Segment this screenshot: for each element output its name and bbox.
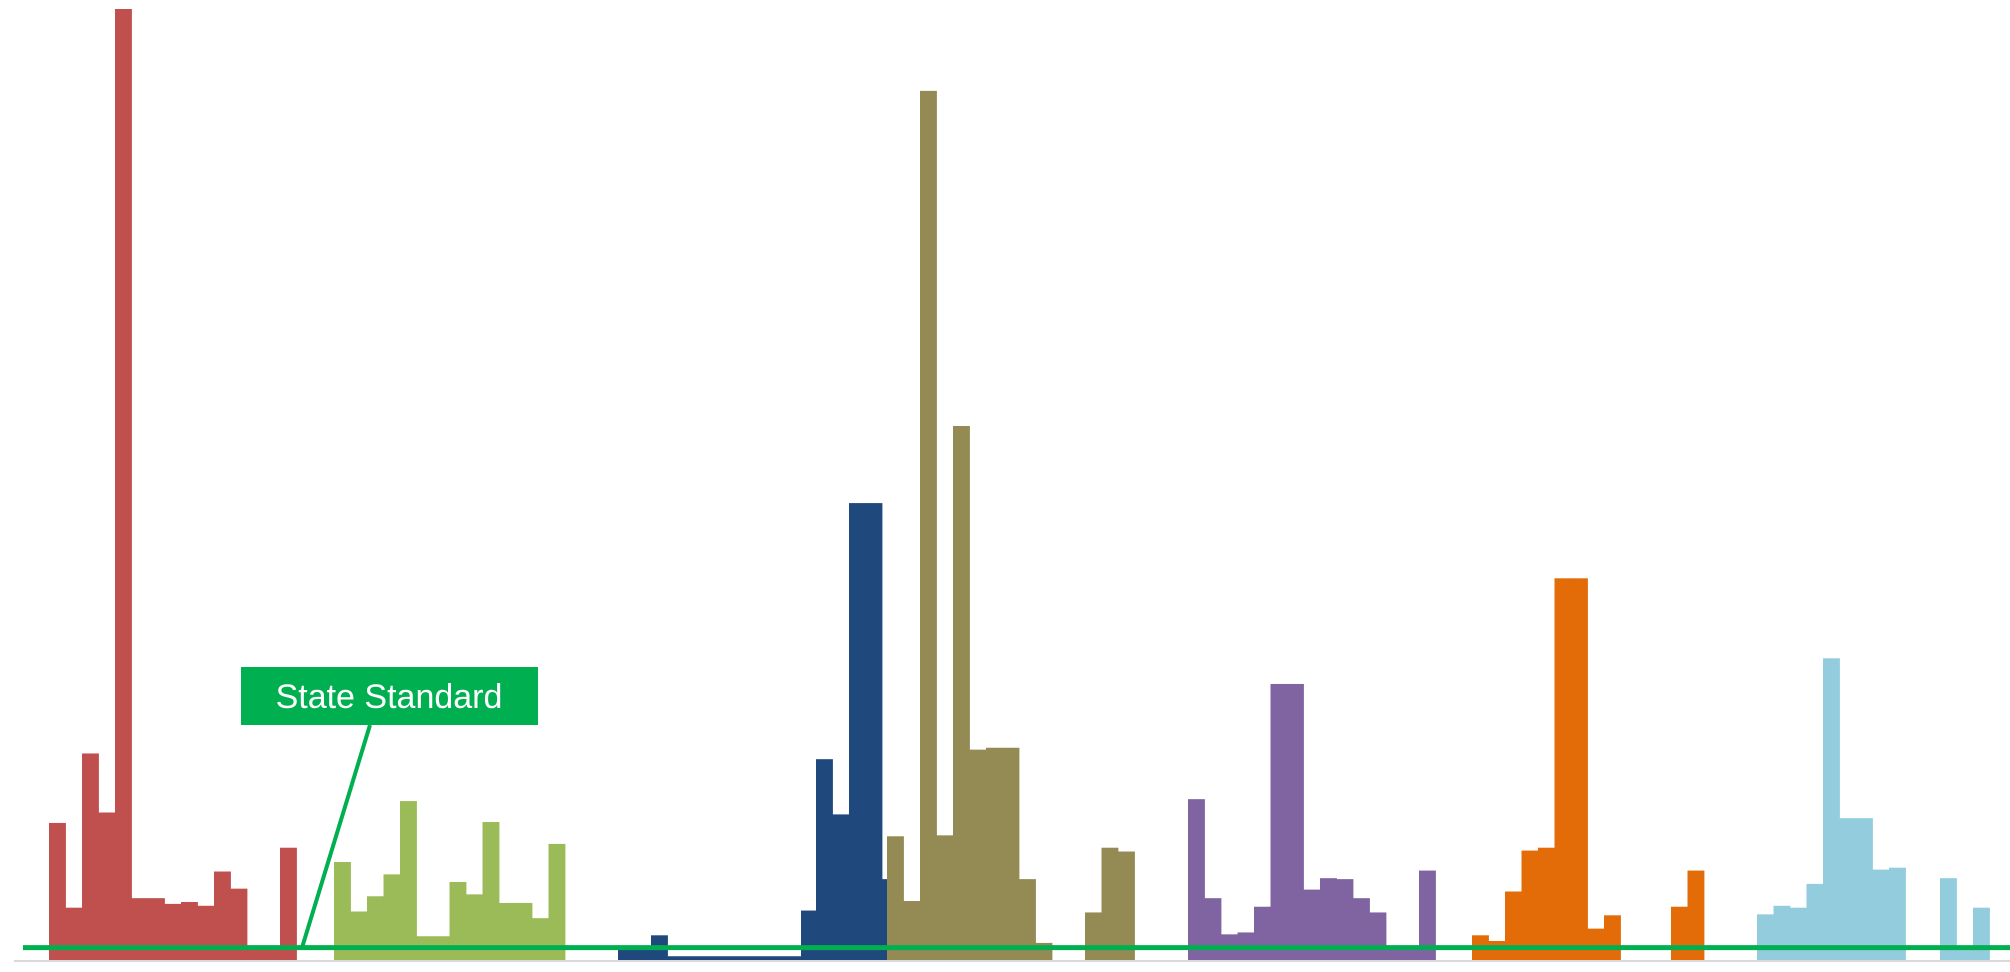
- bars-layer: [49, 9, 1990, 961]
- bar: [1973, 907, 1990, 961]
- bar: [197, 905, 215, 961]
- bar: [1839, 818, 1857, 961]
- bar: [1188, 799, 1205, 961]
- bar: [247, 946, 264, 961]
- bar: [1856, 818, 1873, 961]
- bar: [936, 835, 954, 961]
- bar: [1940, 878, 1957, 961]
- bar: [98, 812, 116, 961]
- bar: [1806, 883, 1824, 961]
- bar: [280, 847, 297, 961]
- bar: [1002, 747, 1020, 961]
- bar: [1019, 879, 1036, 961]
- bar: [1571, 578, 1588, 961]
- bar: [1773, 905, 1791, 961]
- bar: [969, 749, 987, 961]
- bar: [1402, 949, 1420, 961]
- bar: [817, 956, 835, 961]
- bar: [400, 801, 417, 961]
- bar: [1538, 847, 1555, 961]
- bar: [1604, 915, 1621, 961]
- bar: [49, 822, 66, 961]
- bar: [1889, 867, 1906, 961]
- bar: [1419, 870, 1436, 961]
- bar: [230, 888, 248, 961]
- bar: [1671, 906, 1688, 961]
- bar: [383, 874, 401, 961]
- bar: [834, 849, 851, 961]
- bar: [733, 956, 751, 961]
- bar: [865, 503, 883, 961]
- bar: [816, 759, 833, 961]
- bar: [1587, 928, 1605, 961]
- bar: [1505, 891, 1522, 961]
- bar: [1336, 879, 1354, 961]
- state-standard-label-box: [241, 667, 538, 725]
- bar: [1488, 941, 1506, 961]
- bar: [214, 871, 231, 961]
- bar: [1353, 898, 1370, 961]
- bar: [1521, 850, 1539, 961]
- state-standard-label: State Standard: [276, 678, 503, 716]
- bar: [1320, 878, 1337, 961]
- bar: [849, 503, 866, 961]
- bar: [1872, 869, 1890, 961]
- bar: [1085, 912, 1102, 961]
- bar: [1303, 889, 1321, 961]
- bar: [801, 910, 818, 961]
- bar: [1956, 946, 1974, 961]
- bar: [1101, 847, 1119, 961]
- bar: [515, 902, 533, 961]
- bar: [766, 956, 784, 961]
- bar: [499, 902, 516, 961]
- bar: [65, 907, 83, 961]
- bar: [618, 949, 635, 961]
- bar: [903, 901, 921, 961]
- bar: [1254, 906, 1271, 961]
- bar: [115, 9, 132, 961]
- bar: [920, 90, 937, 961]
- bar: [449, 881, 467, 961]
- bar: [1823, 658, 1840, 961]
- bar: [482, 822, 500, 961]
- bar: [1790, 907, 1807, 961]
- bar: [1369, 912, 1387, 961]
- bar: [1287, 683, 1304, 961]
- bar: [750, 956, 767, 961]
- bar: [334, 861, 351, 961]
- bar: [367, 896, 384, 961]
- bar: [986, 747, 1003, 961]
- bar: [783, 956, 800, 961]
- bar: [953, 425, 970, 961]
- bar: [1270, 683, 1288, 961]
- bar: [164, 903, 182, 961]
- bar: [82, 753, 99, 961]
- bar: [667, 956, 685, 961]
- bar: [181, 901, 198, 961]
- state-standard-leader: [300, 724, 372, 949]
- bar: [1554, 578, 1572, 961]
- bar: [1204, 898, 1222, 961]
- bar: [1757, 914, 1774, 961]
- bar: [700, 956, 718, 961]
- bar: [466, 894, 483, 961]
- bar: [717, 956, 734, 961]
- bar: [684, 956, 701, 961]
- bar: [1687, 870, 1705, 961]
- bar: [548, 843, 566, 961]
- bar: [532, 918, 549, 961]
- bar: [1386, 949, 1403, 961]
- bar: [887, 836, 904, 961]
- bar: [263, 946, 281, 961]
- bar: [1118, 851, 1135, 961]
- bar: [350, 911, 368, 961]
- bar: [131, 898, 149, 961]
- bar: [148, 898, 165, 961]
